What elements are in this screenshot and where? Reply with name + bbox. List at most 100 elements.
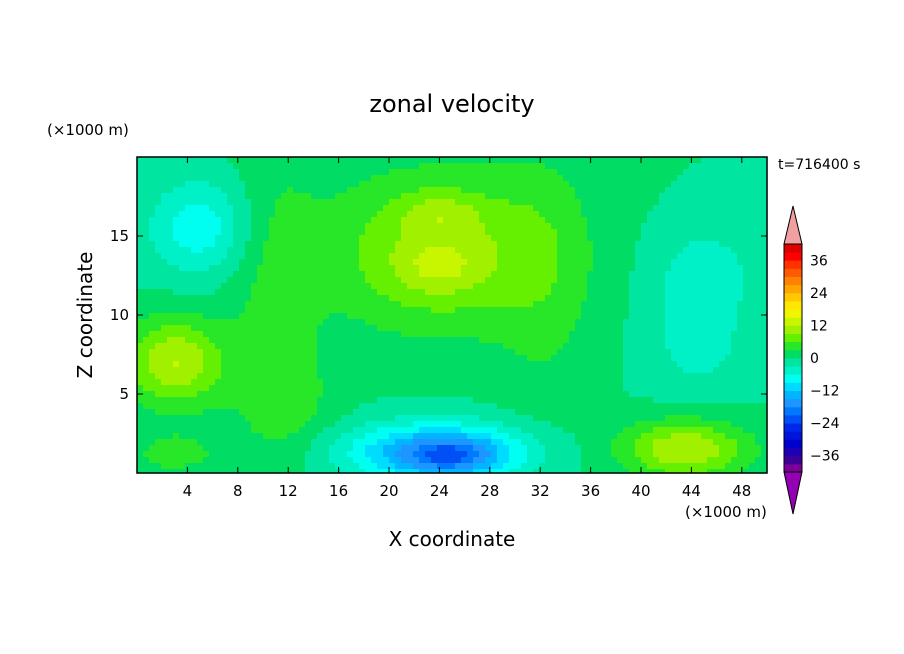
field-cell <box>251 205 258 212</box>
field-cell <box>269 223 276 230</box>
field-cell <box>311 373 318 380</box>
field-cell <box>431 439 438 446</box>
field-cell <box>479 271 486 278</box>
field-cell <box>503 169 510 176</box>
field-cell <box>275 337 282 344</box>
field-cell <box>305 223 312 230</box>
field-cell <box>401 391 408 398</box>
field-cell <box>449 319 456 326</box>
field-cell <box>305 199 312 206</box>
field-cell <box>587 181 594 188</box>
field-cell <box>239 199 246 206</box>
field-cell <box>209 187 216 194</box>
field-cell <box>137 271 144 278</box>
field-cell <box>377 325 384 332</box>
field-cell <box>491 343 498 350</box>
field-cell <box>431 361 438 368</box>
field-cell <box>551 373 558 380</box>
field-cell <box>665 253 672 260</box>
field-cell <box>209 307 216 314</box>
field-cell <box>341 397 348 404</box>
field-cell <box>485 211 492 218</box>
field-cell <box>281 325 288 332</box>
field-cell <box>725 229 732 236</box>
field-cell <box>191 331 198 338</box>
field-cell <box>143 349 150 356</box>
field-cell <box>209 253 216 260</box>
field-cell <box>509 361 516 368</box>
field-cell <box>227 319 234 326</box>
field-cell <box>245 325 252 332</box>
field-cell <box>671 181 678 188</box>
field-cell <box>485 217 492 224</box>
field-cell <box>275 373 282 380</box>
field-cell <box>743 421 750 428</box>
field-cell <box>665 307 672 314</box>
field-cell <box>695 277 702 284</box>
field-cell <box>425 253 432 260</box>
field-cell <box>563 391 570 398</box>
field-cell <box>569 361 576 368</box>
field-cell <box>263 283 270 290</box>
field-cell <box>617 247 624 254</box>
field-cell <box>143 259 150 266</box>
field-cell <box>425 367 432 374</box>
field-cell <box>203 265 210 272</box>
field-cell <box>743 235 750 242</box>
field-cell <box>245 319 252 326</box>
field-cell <box>179 385 186 392</box>
field-cell <box>587 289 594 296</box>
field-cell <box>497 253 504 260</box>
field-cell <box>695 163 702 170</box>
field-cell <box>407 427 414 434</box>
field-cell <box>317 217 324 224</box>
field-cell <box>515 181 522 188</box>
field-cell <box>293 205 300 212</box>
field-cell <box>305 271 312 278</box>
field-cell <box>233 295 240 302</box>
field-cell <box>653 247 660 254</box>
field-cell <box>515 427 522 434</box>
field-cell <box>659 265 666 272</box>
field-cell <box>479 229 486 236</box>
field-cell <box>251 373 258 380</box>
field-cell <box>401 295 408 302</box>
field-cell <box>299 235 306 242</box>
field-cell <box>623 289 630 296</box>
field-cell <box>359 193 366 200</box>
field-cell <box>299 307 306 314</box>
field-cell <box>263 187 270 194</box>
field-cell <box>287 343 294 350</box>
field-cell <box>563 259 570 266</box>
field-cell <box>389 163 396 170</box>
field-cell <box>383 355 390 362</box>
field-cell <box>407 373 414 380</box>
field-cell <box>197 391 204 398</box>
field-cell <box>425 223 432 230</box>
field-cell <box>431 187 438 194</box>
field-cell <box>179 259 186 266</box>
field-cell <box>713 421 720 428</box>
field-cell <box>347 205 354 212</box>
field-cell <box>461 379 468 386</box>
field-cell <box>317 187 324 194</box>
field-cell <box>701 343 708 350</box>
field-cell <box>323 319 330 326</box>
field-cell <box>227 205 234 212</box>
field-cell <box>719 247 726 254</box>
field-cell <box>149 289 156 296</box>
field-cell <box>467 403 474 410</box>
field-cell <box>719 427 726 434</box>
field-cell <box>215 205 222 212</box>
field-cell <box>671 289 678 296</box>
field-cell <box>551 355 558 362</box>
field-cell <box>299 253 306 260</box>
field-cell <box>671 259 678 266</box>
field-cell <box>311 187 318 194</box>
field-cell <box>587 229 594 236</box>
field-cell <box>329 409 336 416</box>
field-cell <box>155 355 162 362</box>
field-cell <box>521 421 528 428</box>
field-cell <box>227 421 234 428</box>
field-cell <box>203 385 210 392</box>
